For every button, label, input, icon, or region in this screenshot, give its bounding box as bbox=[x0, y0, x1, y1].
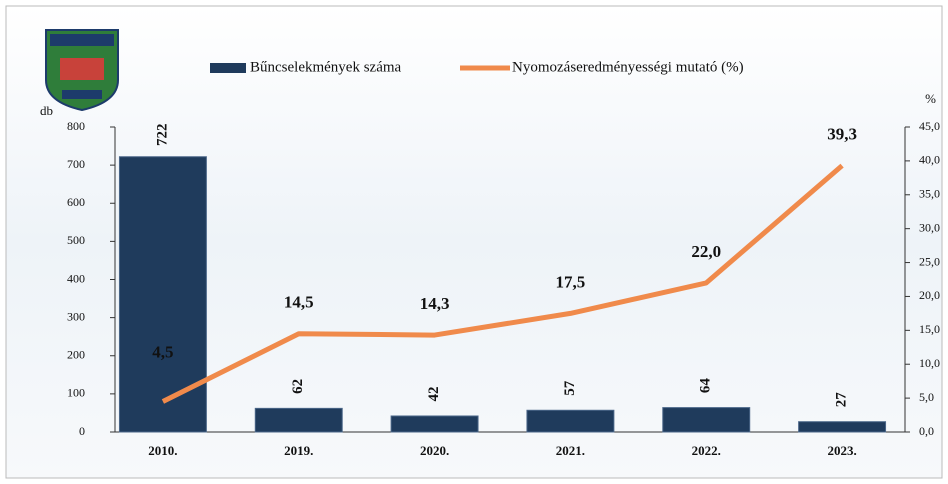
bar bbox=[799, 422, 886, 432]
y-tick-label: 500 bbox=[67, 233, 85, 247]
y2-axis-label: % bbox=[925, 91, 936, 106]
bar-value-label: 62 bbox=[290, 379, 306, 394]
line-value-label: 17,5 bbox=[556, 272, 586, 291]
y-axis-label: db bbox=[40, 103, 53, 118]
y2-tick-label: 40,0 bbox=[919, 153, 940, 167]
bar bbox=[391, 416, 478, 432]
bar bbox=[119, 157, 206, 432]
line-value-label: 14,3 bbox=[420, 294, 450, 313]
x-tick-label: 2023. bbox=[827, 443, 856, 458]
x-tick-label: 2019. bbox=[284, 443, 313, 458]
bar-value-label: 64 bbox=[698, 378, 714, 394]
line-value-label: 14,5 bbox=[284, 293, 314, 312]
bar-value-label: 722 bbox=[154, 123, 170, 146]
legend-swatch bbox=[210, 63, 246, 73]
y-tick-label: 300 bbox=[67, 309, 85, 323]
y-tick-label: 0 bbox=[79, 424, 85, 438]
y2-tick-label: 25,0 bbox=[919, 254, 940, 268]
y2-tick-label: 5,0 bbox=[919, 390, 934, 404]
x-tick-label: 2020. bbox=[420, 443, 449, 458]
y-tick-label: 400 bbox=[67, 271, 85, 285]
chart: db % 0 100 200 300 400 500 600 700 800 0,0 5,0 10,0… bbox=[0, 0, 948, 484]
x-tick-label: 2010. bbox=[148, 443, 177, 458]
line-value-label: 4,5 bbox=[152, 342, 173, 361]
line-value-label: 39,3 bbox=[827, 125, 857, 144]
bar-value-label: 27 bbox=[834, 392, 850, 408]
x-tick-label: 2021. bbox=[556, 443, 585, 458]
legend-label: Bűncselekmények száma bbox=[250, 59, 402, 75]
bar bbox=[663, 408, 750, 432]
bar-value-label: 57 bbox=[562, 380, 578, 396]
bar bbox=[255, 408, 342, 432]
logo bbox=[46, 30, 118, 110]
y-tick-label: 800 bbox=[67, 119, 85, 133]
y-tick-label: 100 bbox=[67, 386, 85, 400]
line-value-label: 22,0 bbox=[691, 242, 721, 261]
y-tick-label: 600 bbox=[67, 195, 85, 209]
y2-tick-label: 35,0 bbox=[919, 187, 940, 201]
y-tick-label: 700 bbox=[67, 157, 85, 171]
y2-tick-label: 0,0 bbox=[919, 424, 934, 438]
y2-tick-label: 15,0 bbox=[919, 322, 940, 336]
bar bbox=[527, 410, 614, 432]
y-tick-label: 200 bbox=[67, 348, 85, 362]
x-tick-label: 2022. bbox=[692, 443, 721, 458]
bar-value-label: 42 bbox=[426, 386, 442, 401]
y2-tick-label: 30,0 bbox=[919, 220, 940, 234]
legend-label: Nyomozáseredményességi mutató (%) bbox=[512, 59, 744, 75]
y2-tick-label: 10,0 bbox=[919, 356, 940, 370]
y2-tick-label: 20,0 bbox=[919, 288, 940, 302]
y2-tick-label: 45,0 bbox=[919, 119, 940, 133]
